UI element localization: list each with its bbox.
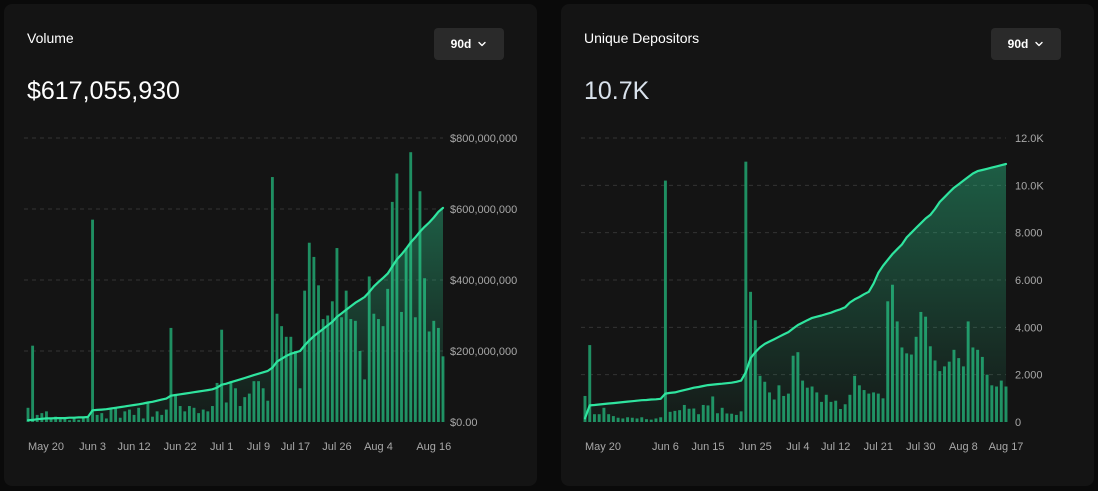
x-tick-label: Aug 8 — [949, 441, 978, 453]
y-tick-label: $0.00 — [450, 417, 478, 429]
x-tick-label: Aug 4 — [364, 441, 393, 453]
x-tick-label: Jul 9 — [247, 441, 270, 453]
depositors-card: Unique Depositors 90d 10.7K 0 2.000 4.000 6… — [561, 4, 1094, 486]
x-tick-label: Jul 1 — [210, 441, 233, 453]
bar — [40, 413, 44, 422]
volume-chart: $0.00 $200,000,000 $400,000,000 $600,000,00… — [24, 133, 517, 453]
volume-period-dropdown[interactable]: 90d — [434, 28, 504, 60]
chevron-down-icon — [478, 41, 487, 47]
y-tick-label: 2.000 — [1015, 370, 1043, 382]
bar — [744, 161, 748, 422]
bar — [220, 329, 224, 422]
depositors-period-dropdown[interactable]: 90d — [991, 28, 1061, 60]
x-tick-label: Jun 6 — [652, 441, 679, 453]
bar — [45, 411, 48, 422]
volume-period-label: 90d — [450, 37, 472, 51]
x-tick-label: Jul 26 — [322, 441, 351, 453]
cumulative-area — [585, 164, 1006, 422]
x-tick-label: Jun 12 — [118, 441, 151, 453]
y-tick-label: 6.000 — [1015, 275, 1043, 287]
y-tick-label: 12.0K — [1015, 133, 1044, 145]
volume-card: Volume 90d $617,055,930 $0.00 $200,000,00… — [4, 4, 537, 486]
y-tick-label: 8.000 — [1015, 228, 1043, 240]
chevron-down-icon — [1035, 41, 1044, 47]
bar — [583, 395, 587, 422]
bar — [31, 345, 35, 422]
bar — [270, 177, 274, 422]
x-tick-label: Aug 16 — [416, 441, 451, 453]
y-tick-label: $800,000,000 — [450, 133, 517, 145]
volume-total: $617,055,930 — [27, 77, 180, 105]
bar — [307, 242, 311, 422]
y-tick-label: 4.000 — [1015, 322, 1043, 334]
depositors-total: 10.7K — [584, 77, 650, 105]
x-tick-label: Jun 22 — [164, 441, 197, 453]
y-tick-label: $200,000,000 — [450, 346, 517, 358]
x-tick-label: Jun 25 — [739, 441, 772, 453]
depositors-chart: 0 2.000 4.000 6.000 8.000 10.0K 12.0K May 20 Jun… — [581, 133, 1044, 453]
cumulative-line — [583, 162, 1008, 420]
cumulative-line — [26, 206, 445, 422]
x-tick-label: Aug 17 — [989, 441, 1024, 453]
x-tick-label: Jul 12 — [821, 441, 850, 453]
x-tick-label: Jul 30 — [906, 441, 935, 453]
y-tick-label: $400,000,000 — [450, 275, 517, 287]
cumulative-area — [28, 207, 443, 422]
x-tick-label: Jun 15 — [691, 441, 724, 453]
x-tick-label: Jun 3 — [79, 441, 106, 453]
bar — [588, 345, 592, 422]
depositors-period-label: 90d — [1007, 37, 1029, 51]
x-tick-label: Jul 4 — [786, 441, 809, 453]
x-tick-label: Jul 21 — [864, 441, 893, 453]
y-tick-label: 0 — [1015, 417, 1021, 429]
x-tick-label: May 20 — [28, 441, 64, 453]
bar — [91, 219, 94, 422]
volume-title: Volume — [27, 30, 74, 46]
x-tick-label: Jul 17 — [281, 441, 310, 453]
x-tick-label: May 20 — [585, 441, 621, 453]
bar — [26, 407, 30, 422]
bar — [169, 327, 173, 422]
bar — [663, 180, 667, 422]
depositors-title: Unique Depositors — [584, 30, 700, 46]
y-tick-label: 10.0K — [1015, 180, 1044, 192]
y-tick-label: $600,000,000 — [450, 204, 517, 216]
